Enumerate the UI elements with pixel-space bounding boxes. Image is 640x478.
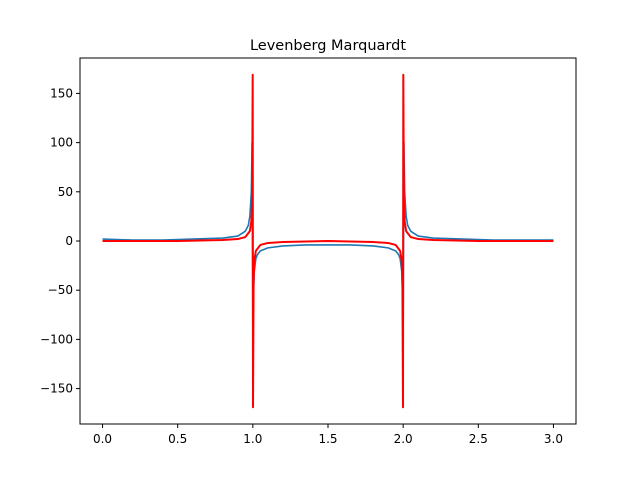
x-tick-label: 0.5: [168, 432, 187, 446]
x-tick-label: 1.5: [318, 432, 337, 446]
y-tick-label: 0: [65, 234, 73, 248]
x-tick-label: 3.0: [544, 432, 563, 446]
y-tick-label: 100: [50, 136, 73, 150]
series-line-1: [102, 141, 554, 341]
y-tick-label: 50: [58, 185, 73, 199]
y-tick-label: −50: [48, 283, 73, 297]
y-tick-label: −100: [40, 332, 73, 346]
chart-title: Levenberg Marquardt: [250, 38, 406, 54]
plot-area: [102, 73, 554, 409]
x-tick-label: 1.0: [243, 432, 262, 446]
x-tick-label: 2.0: [394, 432, 413, 446]
x-tick-label: 0.0: [93, 432, 112, 446]
x-tick-label: 2.5: [469, 432, 488, 446]
x-axis: 0.0 0.5 1.0 1.5 2.0 2.5 3.0: [93, 424, 563, 446]
series-line-2: [102, 73, 554, 409]
y-tick-label: 150: [50, 86, 73, 100]
y-tick-label: −150: [40, 382, 73, 396]
y-axis: 150 100 50 0 −50 −100 −150: [40, 86, 80, 396]
